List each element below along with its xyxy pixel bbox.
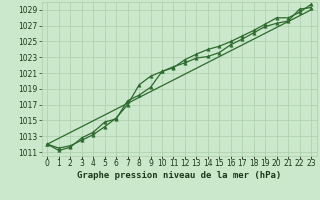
X-axis label: Graphe pression niveau de la mer (hPa): Graphe pression niveau de la mer (hPa): [77, 171, 281, 180]
